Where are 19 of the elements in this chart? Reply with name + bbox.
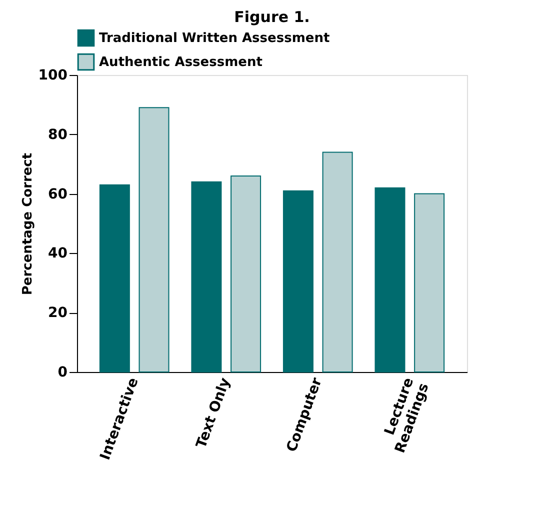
bar — [230, 175, 262, 372]
chart-title: Figure 1. — [234, 8, 310, 26]
bar — [322, 152, 353, 372]
bar — [138, 107, 170, 372]
legend-label: Authentic Assessment — [99, 55, 262, 70]
bar — [99, 184, 130, 372]
bar — [282, 190, 314, 372]
y-tick-label: 40 — [48, 246, 68, 262]
y-tick-label: 100 — [38, 68, 68, 84]
y-tick-label: 80 — [48, 126, 68, 143]
y-tick-label: 20 — [48, 305, 68, 322]
x-tick-label: Text Only — [193, 376, 234, 450]
bar — [414, 193, 445, 372]
legend-label: Traditional Written Assessment — [99, 31, 330, 46]
y-tick-label: 60 — [48, 186, 68, 202]
y-axis-title: Percentage Correct — [20, 152, 36, 296]
y-tick-label: 0 — [58, 364, 68, 380]
bar — [374, 187, 406, 372]
bar — [191, 181, 222, 372]
